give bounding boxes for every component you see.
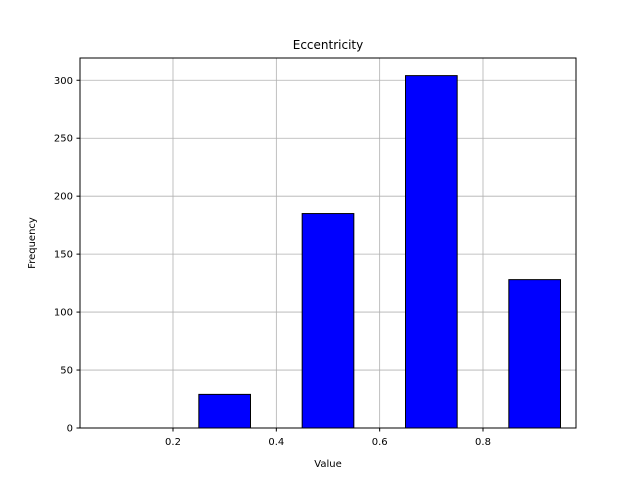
y-tick-label-3: 150	[54, 250, 73, 261]
y-tick-label-0: 0	[67, 424, 73, 435]
y-tick-label-6: 300	[54, 76, 73, 87]
y-axis-label: Frequency	[27, 217, 38, 269]
histogram-bar-4	[508, 279, 562, 429]
chart-title: Eccentricity	[293, 38, 363, 52]
histogram-bar-3	[405, 75, 458, 429]
histogram-bar-1	[198, 393, 251, 429]
x-tick-label-3: 0.8	[475, 437, 491, 448]
y-tick-label-1: 50	[60, 366, 73, 377]
y-tick-label-2: 100	[54, 308, 73, 319]
ticks: 0.2 0.4 0.6 0.8 0 50 100 150 200 250 300	[54, 76, 491, 448]
histogram-bar-2	[301, 213, 355, 429]
bars	[198, 75, 562, 429]
x-tick-label-2: 0.6	[372, 437, 388, 448]
x-tick-label-0: 0.2	[165, 437, 181, 448]
axes-frame	[79, 57, 577, 429]
y-tick-label-5: 250	[54, 134, 73, 145]
x-axis-label: Value	[314, 459, 341, 470]
y-tick-label-4: 200	[54, 192, 73, 203]
x-tick-label-1: 0.4	[268, 437, 284, 448]
